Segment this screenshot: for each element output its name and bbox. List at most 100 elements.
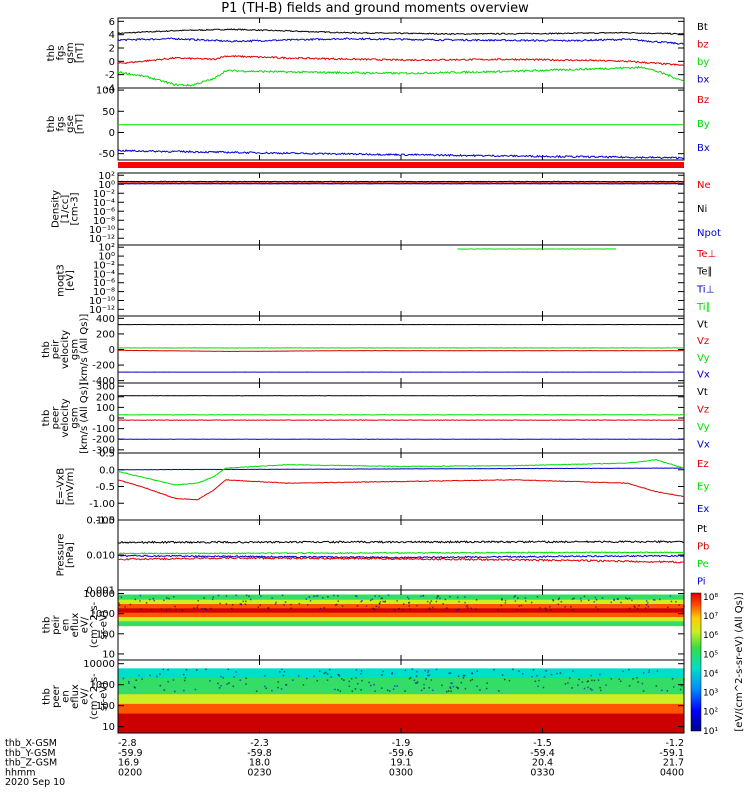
x-tick-label: -2.3 [250, 738, 269, 749]
y-axis-label: E=-VxB [55, 468, 66, 505]
x-tick-label: -1.5 [533, 738, 552, 749]
y-tick-label: 100 [96, 701, 115, 712]
x-tick-label: -59.8 [247, 748, 272, 759]
y-tick-label: 0 [109, 57, 115, 68]
y-axis-label: [eV] [65, 270, 76, 291]
legend-entry: bx [697, 74, 709, 85]
y-axis-label: velocity [60, 330, 71, 369]
panel-6 [117, 382, 685, 454]
colorbar-tick-label: 10⁸ [703, 593, 718, 603]
y-axis-label: fgs [55, 45, 66, 60]
y-tick-label: 10² [98, 171, 115, 182]
y-tick-label: -400 [92, 376, 115, 387]
colorbar-tick-label: 10⁶ [703, 631, 718, 641]
y-tick-label: 10⁰ [98, 180, 115, 191]
y-tick-label: 0.001 [86, 586, 115, 597]
panel-7 [117, 452, 685, 521]
series-line [117, 28, 685, 36]
heatmap-band [118, 608, 684, 614]
colorbar-tick-label: 10⁵ [703, 650, 718, 660]
legend-entry: Vt [697, 387, 708, 398]
panel-frame [117, 87, 685, 161]
y-axis-label: [nT] [74, 43, 85, 63]
y-axis-label: sr-eV) [99, 610, 110, 639]
y-tick-label: 1000 [90, 680, 115, 691]
y-axis-label: eflux [70, 684, 81, 709]
legend-entry: Te∥ [696, 267, 713, 278]
y-tick-label: 10⁻¹⁰ [89, 225, 115, 236]
y-axis-label: gsm [65, 42, 76, 63]
y-axis-label: thb [41, 341, 52, 358]
y-tick-label: -1.00 [89, 499, 115, 510]
legend-entry: Vy [697, 422, 710, 433]
heatmap-band [118, 668, 684, 679]
x-tick-label: -1.9 [392, 738, 411, 749]
y-tick-label: 100 [96, 403, 115, 414]
legend-entry: Bz [697, 95, 709, 106]
x-tick-label: 0330 [530, 767, 554, 778]
y-tick-label: 10² [98, 243, 115, 254]
separator-bar [118, 162, 684, 168]
y-tick-label: 0.0 [99, 465, 115, 476]
y-tick-label: 10⁻¹⁰ [89, 296, 115, 307]
panel-frame [117, 519, 685, 591]
y-tick-label: 300 [96, 382, 115, 393]
x-tick-label: 16.9 [118, 758, 139, 769]
legend-entry: by [697, 57, 709, 68]
panel-9 [117, 589, 685, 661]
y-tick-label: 100 [96, 629, 115, 640]
series-line [118, 349, 685, 353]
y-tick-label: 10⁻⁸ [93, 216, 115, 227]
series-line [117, 539, 685, 544]
series-line [117, 459, 685, 486]
colorbar-tick-label: 10¹ [703, 727, 718, 737]
y-tick-label: 10⁻⁶ [93, 207, 115, 218]
legend-entry: Vz [697, 404, 709, 415]
y-tick-label: 100 [96, 86, 115, 97]
y-axis-label: peir [51, 614, 62, 634]
legend-entry: By [697, 119, 710, 130]
y-axis-label: thb [41, 410, 52, 427]
y-axis-label: moqt3 [55, 264, 66, 297]
panel-frame [117, 244, 685, 317]
y-tick-label: -4 [105, 84, 115, 95]
plot-title: P1 (TH-B) fields and ground moments over… [221, 1, 529, 16]
y-axis-label: thb [42, 688, 53, 705]
y-tick-label: 0.5 [99, 449, 115, 460]
y-axis-label: [nPa] [65, 542, 76, 568]
y-axis-label: thb [46, 45, 57, 62]
panel-frame [117, 315, 685, 384]
heatmap-band [118, 596, 684, 601]
y-tick-label: 4 [109, 30, 115, 41]
panel-5 [117, 315, 685, 384]
x-axis-row-label: thb_Z-GSM [5, 758, 57, 769]
panel-frame [117, 17, 685, 89]
legend-entry: Pi [697, 576, 706, 587]
legend-entry: Ne [697, 180, 711, 191]
heatmap-band [118, 594, 684, 598]
y-axis-label: en [61, 619, 72, 632]
series-line [117, 149, 685, 160]
legend-entry: Ti∥ [696, 302, 711, 313]
y-axis-label: [1/cc] [60, 195, 71, 224]
legend-entry: Bt [697, 22, 708, 33]
x-axis-row-label: thb_X-GSM [5, 738, 57, 749]
legend-entry: Npot [697, 228, 721, 239]
y-tick-label: 10000 [83, 659, 115, 670]
heatmap-band [118, 684, 684, 695]
y-tick-label: -200 [92, 435, 115, 446]
y-tick-label: 10⁻² [93, 260, 115, 271]
y-axis-label: eflux [70, 613, 81, 638]
y-axis-label: peer [51, 684, 62, 708]
x-tick-label: -59.1 [659, 748, 684, 759]
y-axis-label: velocity [60, 398, 71, 437]
heatmap-band [118, 616, 684, 622]
legend-entry: Pt [697, 524, 707, 535]
series-line [117, 54, 685, 66]
y-axis-label: gsm [70, 407, 81, 428]
legend-entry: Vz [697, 336, 709, 347]
y-axis-label: (cm^2-s- [89, 673, 100, 720]
legend-entry: Vy [697, 353, 710, 364]
x-tick-label: -59.4 [530, 748, 555, 759]
